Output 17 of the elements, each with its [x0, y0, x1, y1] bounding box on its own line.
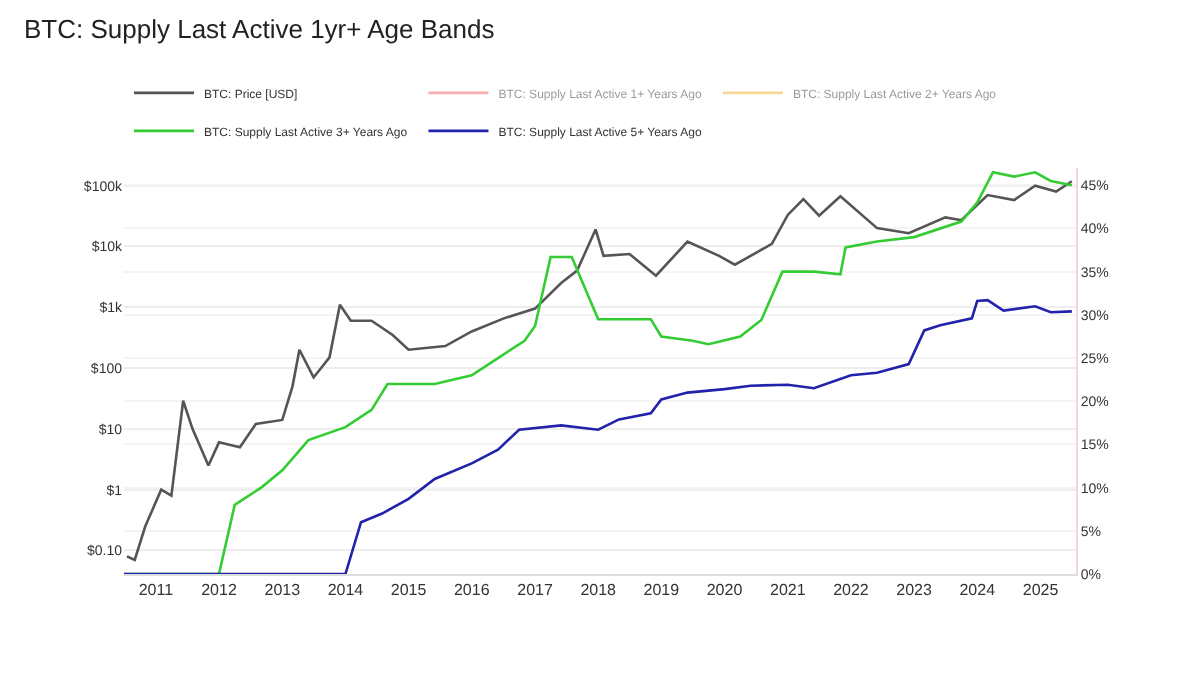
x-tick-label: 2024 [959, 581, 997, 600]
x-tick-label: 2022 [833, 581, 870, 600]
x-tick-label: 2018 [580, 581, 618, 600]
line-series [124, 298, 1074, 574]
x-tick-label: 2017 [517, 581, 554, 600]
x-tick-label: 2016 [453, 581, 491, 600]
x-tick-label: 2019 [643, 581, 681, 600]
chart-title: BTC: Supply Last Active 1yr+ Age Bands [24, 14, 496, 45]
x-tick-label: 2025 [1022, 581, 1060, 600]
x-tick-label: 2015 [390, 581, 428, 600]
x-tick-label: 2014 [327, 581, 365, 600]
x-tick-label: 2020 [706, 581, 744, 600]
x-tick-label: 2021 [769, 581, 807, 600]
x-tick-label: 2012 [201, 581, 238, 600]
x-tick-label: 2023 [896, 581, 933, 600]
x-tick-label: 2011 [138, 581, 175, 600]
x-tick-label: 2013 [264, 581, 302, 600]
